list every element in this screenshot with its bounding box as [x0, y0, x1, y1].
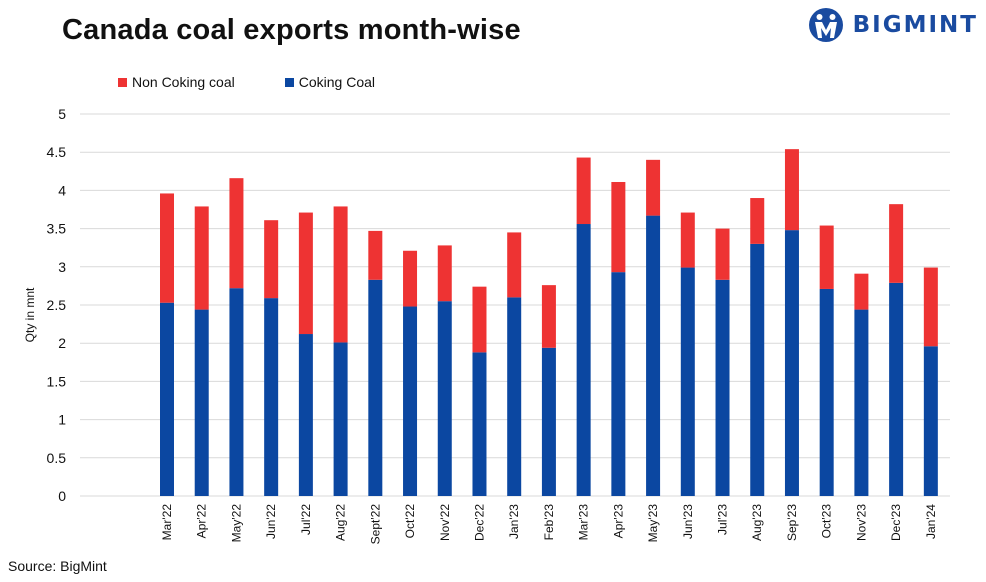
bar-non-coking-coal: [472, 286, 487, 353]
bar-coking-coal: [298, 334, 313, 496]
bar-coking-coal: [819, 288, 834, 496]
y-axis-ticks: 0 0.5 1 1.5 2 2.5 3 3.5 4 4.5 5: [47, 106, 67, 504]
bar-non-coking-coal: [715, 228, 730, 280]
legend-label-non-coking: Non Coking coal: [132, 74, 235, 90]
y-axis-label: Qty in mnt: [23, 287, 37, 342]
bar-coking-coal: [576, 224, 591, 497]
x-tick-label: Apr'23: [611, 504, 625, 539]
bar-coking-coal: [923, 346, 938, 496]
x-tick-label: Aug'23: [750, 504, 764, 541]
bar-coking-coal: [507, 297, 522, 496]
bar-non-coking-coal: [437, 245, 452, 302]
bar-coking-coal: [403, 306, 418, 496]
bar-coking-coal: [541, 347, 556, 496]
y-tick-label: 1: [58, 412, 66, 428]
y-tick-label: 4: [58, 182, 66, 198]
bar-non-coking-coal: [368, 230, 383, 280]
legend-swatch-coking: [284, 77, 294, 87]
bar-coking-coal: [229, 288, 244, 496]
bigmint-logo-icon: [808, 8, 843, 42]
bar-non-coking-coal: [507, 232, 522, 298]
bar-coking-coal: [437, 301, 452, 496]
x-tick-label: Dec'23: [889, 504, 903, 541]
y-tick-label: 2: [58, 335, 66, 351]
bar-coking-coal: [368, 279, 383, 496]
y-tick-label: 5: [58, 106, 66, 122]
bar-non-coking-coal: [333, 206, 348, 343]
bar-coking-coal: [611, 272, 626, 496]
x-tick-label: Sept'22: [368, 504, 382, 545]
y-tick-label: 2.5: [47, 297, 67, 313]
x-axis-ticks: Mar'22 Apr'22 May'22 Jun'22 Jul'22 Aug'22 Sept…: [160, 504, 938, 545]
bar-coking-coal: [264, 298, 279, 496]
bar-coking-coal: [333, 342, 348, 496]
bar-non-coking-coal: [298, 212, 313, 335]
y-tick-label: 0.5: [47, 450, 67, 466]
bar-non-coking-coal: [160, 193, 174, 303]
bar-non-coking-coal: [229, 178, 244, 289]
bar-coking-coal: [854, 309, 869, 496]
x-tick-label: Sep'23: [785, 504, 799, 541]
x-tick-label: Nov'22: [438, 504, 452, 541]
x-tick-label: Oct'23: [820, 504, 834, 539]
bar-non-coking-coal: [403, 250, 418, 307]
x-tick-label: Jun'22: [264, 504, 278, 539]
x-tick-label: Jan'23: [507, 504, 521, 539]
source-note: Source: BigMint: [8, 558, 107, 574]
x-tick-label: Apr'22: [195, 504, 209, 539]
x-tick-label: Mar'22: [160, 504, 174, 541]
legend: Non Coking coal Coking Coal: [118, 74, 425, 90]
y-tick-label: 3.5: [47, 221, 67, 237]
bar-non-coking-coal: [194, 206, 209, 310]
x-tick-label: Jan'24: [924, 504, 938, 539]
brand-logo: BIGMINT: [807, 6, 978, 44]
bar-non-coking-coal: [854, 273, 869, 310]
x-tick-label: Dec'22: [472, 504, 486, 541]
chart-title: Canada coal exports month-wise: [62, 14, 521, 46]
bar-coking-coal: [472, 352, 487, 496]
brand-name: BIGMINT: [852, 12, 978, 38]
bar-non-coking-coal: [923, 267, 938, 347]
y-tick-label: 4.5: [47, 144, 67, 160]
x-tick-label: May'23: [646, 504, 660, 543]
bar-non-coking-coal: [750, 198, 765, 244]
bar-non-coking-coal: [576, 157, 591, 225]
bar-non-coking-coal: [819, 225, 834, 289]
bar-coking-coal: [194, 309, 209, 496]
x-tick-label: Jul'22: [299, 504, 313, 535]
bar-coking-coal: [750, 243, 765, 496]
y-tick-label: 0: [58, 488, 66, 504]
bar-non-coking-coal: [646, 159, 661, 216]
bar-non-coking-coal: [889, 204, 904, 283]
y-tick-label: 1.5: [47, 373, 67, 389]
bar-coking-coal: [715, 279, 730, 496]
bar-coking-coal: [680, 267, 695, 496]
legend-item-non-coking: Non Coking coal: [118, 74, 235, 90]
x-tick-label: Jun'23: [681, 504, 695, 539]
x-tick-label: Jul'23: [716, 504, 730, 535]
y-tick-label: 3: [58, 259, 66, 275]
legend-swatch-non-coking: [118, 77, 127, 87]
x-tick-label: Mar'23: [577, 504, 591, 541]
x-tick-label: Nov'23: [854, 504, 868, 541]
legend-item-coking: Coking Coal: [284, 74, 375, 90]
bar-coking-coal: [784, 230, 799, 497]
bar-non-coking-coal: [264, 220, 279, 299]
legend-label-coking: Coking Coal: [298, 74, 375, 90]
bar-non-coking-coal: [541, 285, 556, 348]
x-tick-label: Feb'23: [542, 504, 556, 541]
bars: [160, 149, 938, 497]
x-tick-label: Aug'22: [334, 504, 348, 541]
bar-non-coking-coal: [784, 149, 799, 231]
bar-coking-coal: [160, 302, 174, 496]
x-tick-label: May'22: [229, 504, 243, 543]
bar-non-coking-coal: [680, 212, 695, 268]
bar-coking-coal: [889, 282, 904, 496]
bar-non-coking-coal: [611, 181, 626, 273]
bar-coking-coal: [646, 215, 661, 496]
x-tick-label: Oct'22: [403, 504, 417, 539]
